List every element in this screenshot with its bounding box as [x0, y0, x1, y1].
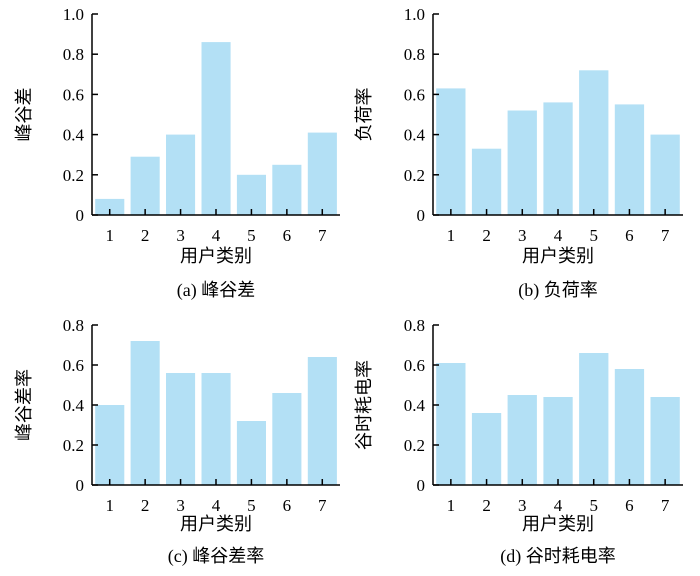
- bar: [236, 421, 266, 485]
- y-tick-label: 0.4: [404, 396, 426, 415]
- x-tick-label: 1: [105, 496, 114, 515]
- x-tick-label: 5: [589, 496, 598, 515]
- bar: [650, 397, 680, 485]
- y-tick-label: 0: [76, 206, 85, 225]
- bar: [436, 363, 466, 485]
- bar: [436, 88, 466, 215]
- y-tick-label: 0.2: [404, 166, 425, 185]
- bar: [201, 42, 231, 215]
- x-tick-label: 4: [554, 496, 563, 515]
- x-tick-label: 4: [212, 226, 221, 245]
- y-tick-label: 0.8: [63, 316, 84, 335]
- y-tick-label: 0.2: [63, 436, 84, 455]
- bar: [166, 373, 196, 485]
- x-axis-label: 用户类别: [180, 514, 252, 535]
- bar: [614, 104, 645, 215]
- x-axis-label: 用户类别: [522, 514, 594, 535]
- x-tick-label: 2: [141, 226, 150, 245]
- x-tick-label: 7: [661, 226, 670, 245]
- bar: [272, 393, 302, 485]
- y-axis-label: 负荷率: [354, 88, 375, 142]
- x-tick-label: 1: [447, 496, 456, 515]
- bar: [614, 369, 645, 485]
- x-tick-label: 3: [518, 496, 527, 515]
- x-tick-label: 5: [247, 226, 256, 245]
- y-tick-label: 0.8: [63, 45, 84, 64]
- bar: [543, 102, 573, 215]
- y-tick-label: 0: [417, 476, 426, 495]
- bar: [272, 164, 302, 216]
- bar: [307, 132, 337, 215]
- y-axis-label: 峰谷差率: [14, 369, 35, 441]
- x-tick-label: 6: [625, 496, 634, 515]
- bar: [201, 373, 231, 485]
- y-tick-label: 0: [417, 206, 426, 225]
- y-tick-label: 0.6: [63, 356, 84, 375]
- bar: [507, 395, 537, 485]
- bar: [95, 198, 125, 215]
- panel-caption: (b) 负荷率: [518, 280, 598, 301]
- chart-panel-4: 0 0.2 0.4 0.6 0.8 1 2 3 4 5 6 7 用户类别 谷时耗电率 (d) 谷时耗电率: [354, 316, 683, 567]
- y-tick-label: 0.6: [63, 85, 84, 104]
- y-tick-label: 0.2: [63, 166, 84, 185]
- x-tick-label: 7: [318, 496, 327, 515]
- x-axis-label: 用户类别: [180, 246, 252, 267]
- bar: [650, 134, 680, 215]
- x-tick-label: 1: [447, 226, 456, 245]
- y-axis-label: 谷时耗电率: [354, 360, 375, 450]
- x-tick-label: 5: [247, 496, 256, 515]
- x-tick-label: 2: [141, 496, 150, 515]
- bar: [236, 174, 266, 215]
- chart-panel-3: 0 0.2 0.4 0.6 0.8 1 2 3 4 5 6 7 用户类别 峰谷差率 (c) 峰谷差率: [14, 316, 340, 567]
- x-tick-label: 2: [482, 496, 491, 515]
- y-tick-label: 0.6: [404, 356, 425, 375]
- bar: [307, 357, 337, 485]
- y-tick-label: 0.4: [404, 126, 426, 145]
- bar: [579, 353, 609, 485]
- panel-caption: (d) 谷时耗电率: [500, 546, 616, 567]
- y-tick-label: 0.4: [63, 126, 85, 145]
- y-tick-label: 1.0: [63, 5, 84, 24]
- bar: [471, 413, 502, 485]
- x-tick-label: 6: [283, 226, 292, 245]
- panel-caption: (a) 峰谷差: [177, 280, 255, 301]
- bar: [130, 156, 160, 215]
- x-tick-label: 6: [283, 496, 292, 515]
- x-tick-label: 4: [554, 226, 563, 245]
- x-tick-label: 3: [176, 496, 185, 515]
- y-tick-label: 0.8: [404, 316, 425, 335]
- bar: [166, 134, 196, 215]
- y-tick-label: 0.2: [404, 436, 425, 455]
- y-tick-label: 1.0: [404, 5, 425, 24]
- x-tick-label: 6: [625, 226, 634, 245]
- bar: [579, 70, 609, 215]
- chart-panel-1: 0 0.2 0.4 0.6 0.8 1.0 1 2 3 4 5 6 7 用户类别 峰谷差 (a) 峰谷差: [14, 5, 340, 301]
- y-tick-label: 0: [76, 476, 85, 495]
- y-tick-label: 0.8: [404, 45, 425, 64]
- x-tick-label: 3: [176, 226, 185, 245]
- x-tick-label: 2: [482, 226, 491, 245]
- bar: [507, 110, 537, 215]
- x-tick-label: 7: [318, 226, 327, 245]
- x-tick-label: 3: [518, 226, 527, 245]
- bar: [471, 148, 502, 215]
- bar: [130, 341, 160, 485]
- chart-panel-2: 0 0.2 0.4 0.6 0.8 1.0 1 2 3 4 5 6 7 用户类别 负荷率 (b) 负荷率: [354, 5, 683, 301]
- x-tick-label: 1: [105, 226, 114, 245]
- bar: [543, 397, 573, 485]
- x-tick-label: 4: [212, 496, 221, 515]
- y-tick-label: 0.6: [404, 85, 425, 104]
- x-tick-label: 7: [661, 496, 670, 515]
- y-axis-label: 峰谷差: [14, 88, 35, 142]
- x-tick-label: 5: [589, 226, 598, 245]
- panel-caption: (c) 峰谷差率: [168, 546, 264, 567]
- bar: [95, 405, 125, 485]
- y-tick-label: 0.4: [63, 396, 85, 415]
- x-axis-label: 用户类别: [522, 246, 594, 267]
